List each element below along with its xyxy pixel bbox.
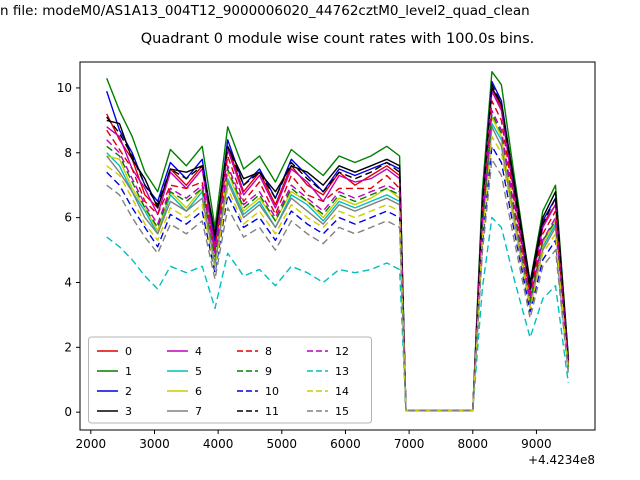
series-line-9 [106,113,569,412]
legend-label: 11 [265,405,279,418]
legend-label: 12 [335,345,349,358]
series-line-13 [106,216,569,412]
legend-label: 5 [195,365,202,378]
series-line-0 [106,87,569,412]
x-tick-label: 9000 [521,437,552,451]
series-line-1 [106,70,569,412]
series-line-6 [106,116,569,412]
legend-label: 2 [125,385,132,398]
axes-spines [79,61,596,431]
series-line-3 [106,87,569,412]
y-tick-label: 10 [57,81,72,95]
legend-label: 3 [125,405,132,418]
y-tick-label: 4 [64,275,72,289]
series-line-5 [106,122,569,412]
series-line-11 [106,83,569,412]
legend-label: 6 [195,385,202,398]
legend-label: 8 [265,345,272,358]
y-tick-label: 8 [64,146,72,160]
legend-label: 10 [265,385,279,398]
y-tick-label: 6 [64,211,72,225]
x-tick-label: 3000 [139,437,170,451]
file-path-text: n file: modeM0/AS1A13_004T12_9000006020_… [0,3,530,19]
series-line-14 [106,135,569,412]
x-tick-label: 8000 [458,437,489,451]
series-line-8 [106,100,569,412]
y-tick-label: 2 [64,340,72,354]
legend-label: 13 [335,365,349,378]
series-line-12 [106,109,569,412]
legend-label: 14 [335,385,349,398]
y-tick-label: 0 [64,405,72,419]
chart-title: Quadrant 0 module wise count rates with … [140,31,535,47]
x-tick-label: 2000 [76,437,107,451]
legend-label: 1 [125,365,132,378]
legend-label: 4 [195,345,202,358]
legend-label: 9 [265,365,272,378]
x-tick-label: 5000 [267,437,298,451]
series-line-10 [106,145,569,412]
legend-label: 7 [195,405,202,418]
x-tick-label: 6000 [330,437,361,451]
series-line-15 [106,158,569,412]
series-line-4 [106,90,569,412]
x-axis-offset-label: +4.4234e8 [528,453,595,467]
legend-label: 15 [335,405,349,418]
x-tick-label: 7000 [394,437,425,451]
series-line-2 [106,80,569,412]
legend-label: 0 [125,345,132,358]
x-tick-label: 4000 [203,437,234,451]
legend-box [88,336,372,424]
series-line-7 [106,126,569,412]
